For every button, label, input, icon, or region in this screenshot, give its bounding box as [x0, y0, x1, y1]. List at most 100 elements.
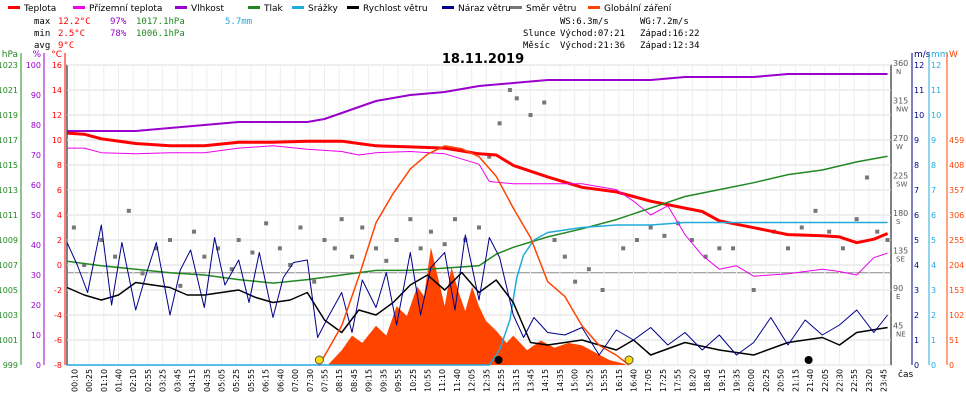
hpa-tick-label: 1021 [0, 86, 18, 95]
degc-tick-label: 12 [52, 111, 62, 120]
wind-direction-point [360, 225, 365, 230]
x-tick-label: 22:55 [850, 369, 859, 392]
wdir-tick-label: 315 [893, 97, 908, 106]
hpa-tick-label: 1009 [0, 236, 18, 245]
degc-axis-title: °C [51, 50, 62, 60]
x-tick-label: 23:45 [880, 369, 889, 392]
x-tick-label: 03:25 [159, 369, 168, 392]
mm-tick-label: 1 [931, 336, 936, 345]
mm-tick-label: 12 [931, 61, 941, 70]
wind-speed-info: WS:6.3m/s [560, 17, 609, 27]
wind-direction-point [542, 100, 547, 105]
legend-label-8: Globální záření [604, 4, 672, 14]
x-tick-label: 02:10 [129, 369, 138, 392]
wm2-tick-label: 357 [949, 186, 964, 195]
wind-direction-point [514, 96, 519, 101]
pct-tick-label: 20 [31, 301, 41, 310]
wm2-axis-title: W [949, 50, 958, 60]
wind-direction-point [322, 238, 327, 242]
x-tick-label: 12:35 [482, 369, 491, 392]
x-tick-label: 00:10 [70, 369, 79, 392]
wind-direction-point [408, 217, 413, 222]
wdir-tick-label: 270 [893, 134, 908, 143]
wind-direction-point [216, 246, 221, 251]
hpa-tick-label: 1017 [0, 136, 18, 145]
x-tick-label: 01:40 [115, 369, 124, 392]
stats-min-press: 1006.1hPa [136, 29, 185, 39]
legend-label-5: Rychlost větru [363, 4, 428, 14]
hpa-axis-title: hPa [2, 50, 18, 60]
sunrise-info: Východ:07:21 [560, 29, 625, 39]
ms-tick-label: 10 [914, 111, 924, 120]
wind-direction-point [854, 217, 859, 222]
series-přízemní-teplota [67, 145, 888, 277]
pct-tick-label: 0 [36, 361, 41, 370]
ms-tick-label: 0 [914, 361, 919, 370]
wind-direction-point [885, 238, 890, 242]
wind-direction-point [813, 208, 818, 213]
x-tick-label: 20:25 [762, 369, 771, 392]
sun-marker [624, 355, 634, 365]
degc-tick-label: 16 [52, 61, 62, 70]
wm2-tick-label: 204 [949, 261, 964, 270]
wind-direction-point [507, 88, 512, 92]
wdir-tick-label: 45 [893, 322, 903, 331]
x-tick-label: 17:05 [644, 369, 653, 392]
x-tick-label: 22:30 [836, 369, 845, 392]
x-tick-label: 18:20 [688, 369, 697, 392]
stats-min-label: min [34, 29, 50, 39]
wind-direction-point [349, 254, 354, 259]
wind-direction-point [428, 229, 433, 234]
legend: Teplota Přízemní teplota Vlhkost Tlak Srážky… [8, 4, 672, 14]
wind-direction-point [192, 229, 197, 234]
wind-direction-point [236, 238, 241, 242]
ms-tick-label: 2 [914, 311, 919, 320]
wind-direction-point [840, 246, 845, 251]
wind-direction-point [528, 113, 533, 117]
wind-direction-point [799, 225, 804, 230]
ms-tick-label: 11 [914, 86, 924, 95]
pct-tick-label: 90 [31, 91, 41, 100]
wdir-tick-label: 180 [893, 209, 908, 218]
hpa-tick-label: 1023 [0, 61, 18, 70]
x-tick-label: 11:40 [453, 369, 462, 392]
x-tick-label: 16:40 [630, 369, 639, 392]
x-tick-label: 01:10 [100, 369, 109, 392]
degc-tick-label: 0 [57, 261, 62, 270]
wdir-tick-label: 225 [893, 172, 908, 181]
x-tick-label: 07:30 [306, 369, 315, 392]
hpa-tick-label: 1005 [0, 286, 18, 295]
hpa-tick-label: 999 [3, 361, 18, 370]
hpa-tick-label: 1013 [0, 186, 18, 195]
legend-swatch-7 [510, 6, 522, 9]
x-tick-label: 15:55 [600, 369, 609, 392]
hpa-tick-label: 1001 [0, 336, 18, 345]
wdir-direction-label: SW [896, 181, 907, 189]
wind-direction-point [717, 246, 722, 251]
x-tick-label: 05:25 [232, 369, 241, 392]
x-tick-label: 09:15 [365, 369, 374, 392]
mm-tick-label: 11 [931, 86, 941, 95]
pct-tick-label: 10 [31, 331, 41, 340]
pct-tick-label: 70 [31, 151, 41, 160]
mm-tick-label: 9 [931, 136, 936, 145]
mm-tick-label: 4 [931, 261, 936, 270]
stats-avg-temp: 9°C [58, 41, 74, 51]
series-tlak [66, 155, 888, 284]
x-tick-label: 12:05 [468, 369, 477, 392]
x-tick-label: 10:25 [409, 369, 418, 392]
wdir-direction-label: NW [896, 106, 908, 114]
series-náraz-větru [66, 224, 888, 356]
stats-min-temp: 2.5°C [58, 29, 85, 39]
x-tick-label: 10:55 [424, 369, 433, 392]
wind-direction-point [288, 263, 293, 267]
wind-direction-point [662, 233, 667, 238]
wind-direction-point [786, 246, 790, 251]
wind-direction-point [497, 121, 502, 126]
wind-direction-point [99, 238, 104, 242]
wind-direction-point [864, 175, 869, 180]
ms-tick-label: 8 [914, 161, 919, 170]
x-tick-label: 18:45 [703, 369, 712, 392]
wind-direction-point [463, 238, 468, 242]
wdir-tick-label: 360 [893, 59, 908, 68]
